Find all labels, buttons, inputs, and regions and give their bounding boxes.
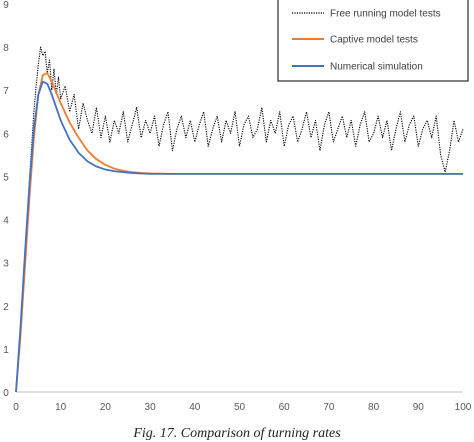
y-tick-label: 0	[3, 388, 9, 399]
y-tick-label: 1	[3, 345, 9, 356]
x-tick-label: 90	[413, 402, 425, 413]
x-tick-label: 70	[323, 402, 335, 413]
series-lines	[15, 46, 464, 393]
x-tick-label: 40	[189, 402, 201, 413]
x-tick-label: 20	[100, 402, 112, 413]
x-tick-label: 100	[455, 402, 472, 413]
series-line-2	[15, 80, 463, 393]
x-tick-label: 80	[368, 402, 380, 413]
y-tick-label: 6	[3, 129, 9, 140]
x-tick-label: 10	[55, 402, 67, 413]
x-tick-label: 30	[145, 402, 157, 413]
series-line-1	[15, 72, 463, 393]
figure-caption: Fig. 17. Comparison of turning rates	[132, 426, 341, 441]
legend-label-0: Free running model tests	[330, 9, 441, 20]
series-line-0	[15, 46, 464, 393]
x-tick-label: 50	[234, 402, 246, 413]
x-tick-label: 60	[279, 402, 291, 413]
y-tick-label: 9	[3, 0, 9, 11]
y-tick-label: 8	[3, 43, 9, 54]
y-tick-label: 2	[3, 302, 9, 313]
x-tick-labels: 0 10 20 30 40 50 60 70 80 90 100	[13, 402, 472, 413]
y-tick-label: 3	[3, 259, 9, 270]
legend-label-1: Captive model tests	[330, 35, 418, 46]
y-tick-label: 4	[3, 216, 9, 227]
y-tick-label: 5	[3, 172, 9, 183]
y-tick-labels: 0 1 2 3 4 5 6 7 8 9	[3, 0, 9, 399]
x-tick-label: 0	[13, 402, 19, 413]
y-tick-label: 7	[3, 86, 9, 97]
legend-label-2: Numerical simulation	[330, 62, 423, 73]
legend: Free running model tests Captive model te…	[277, 0, 469, 82]
